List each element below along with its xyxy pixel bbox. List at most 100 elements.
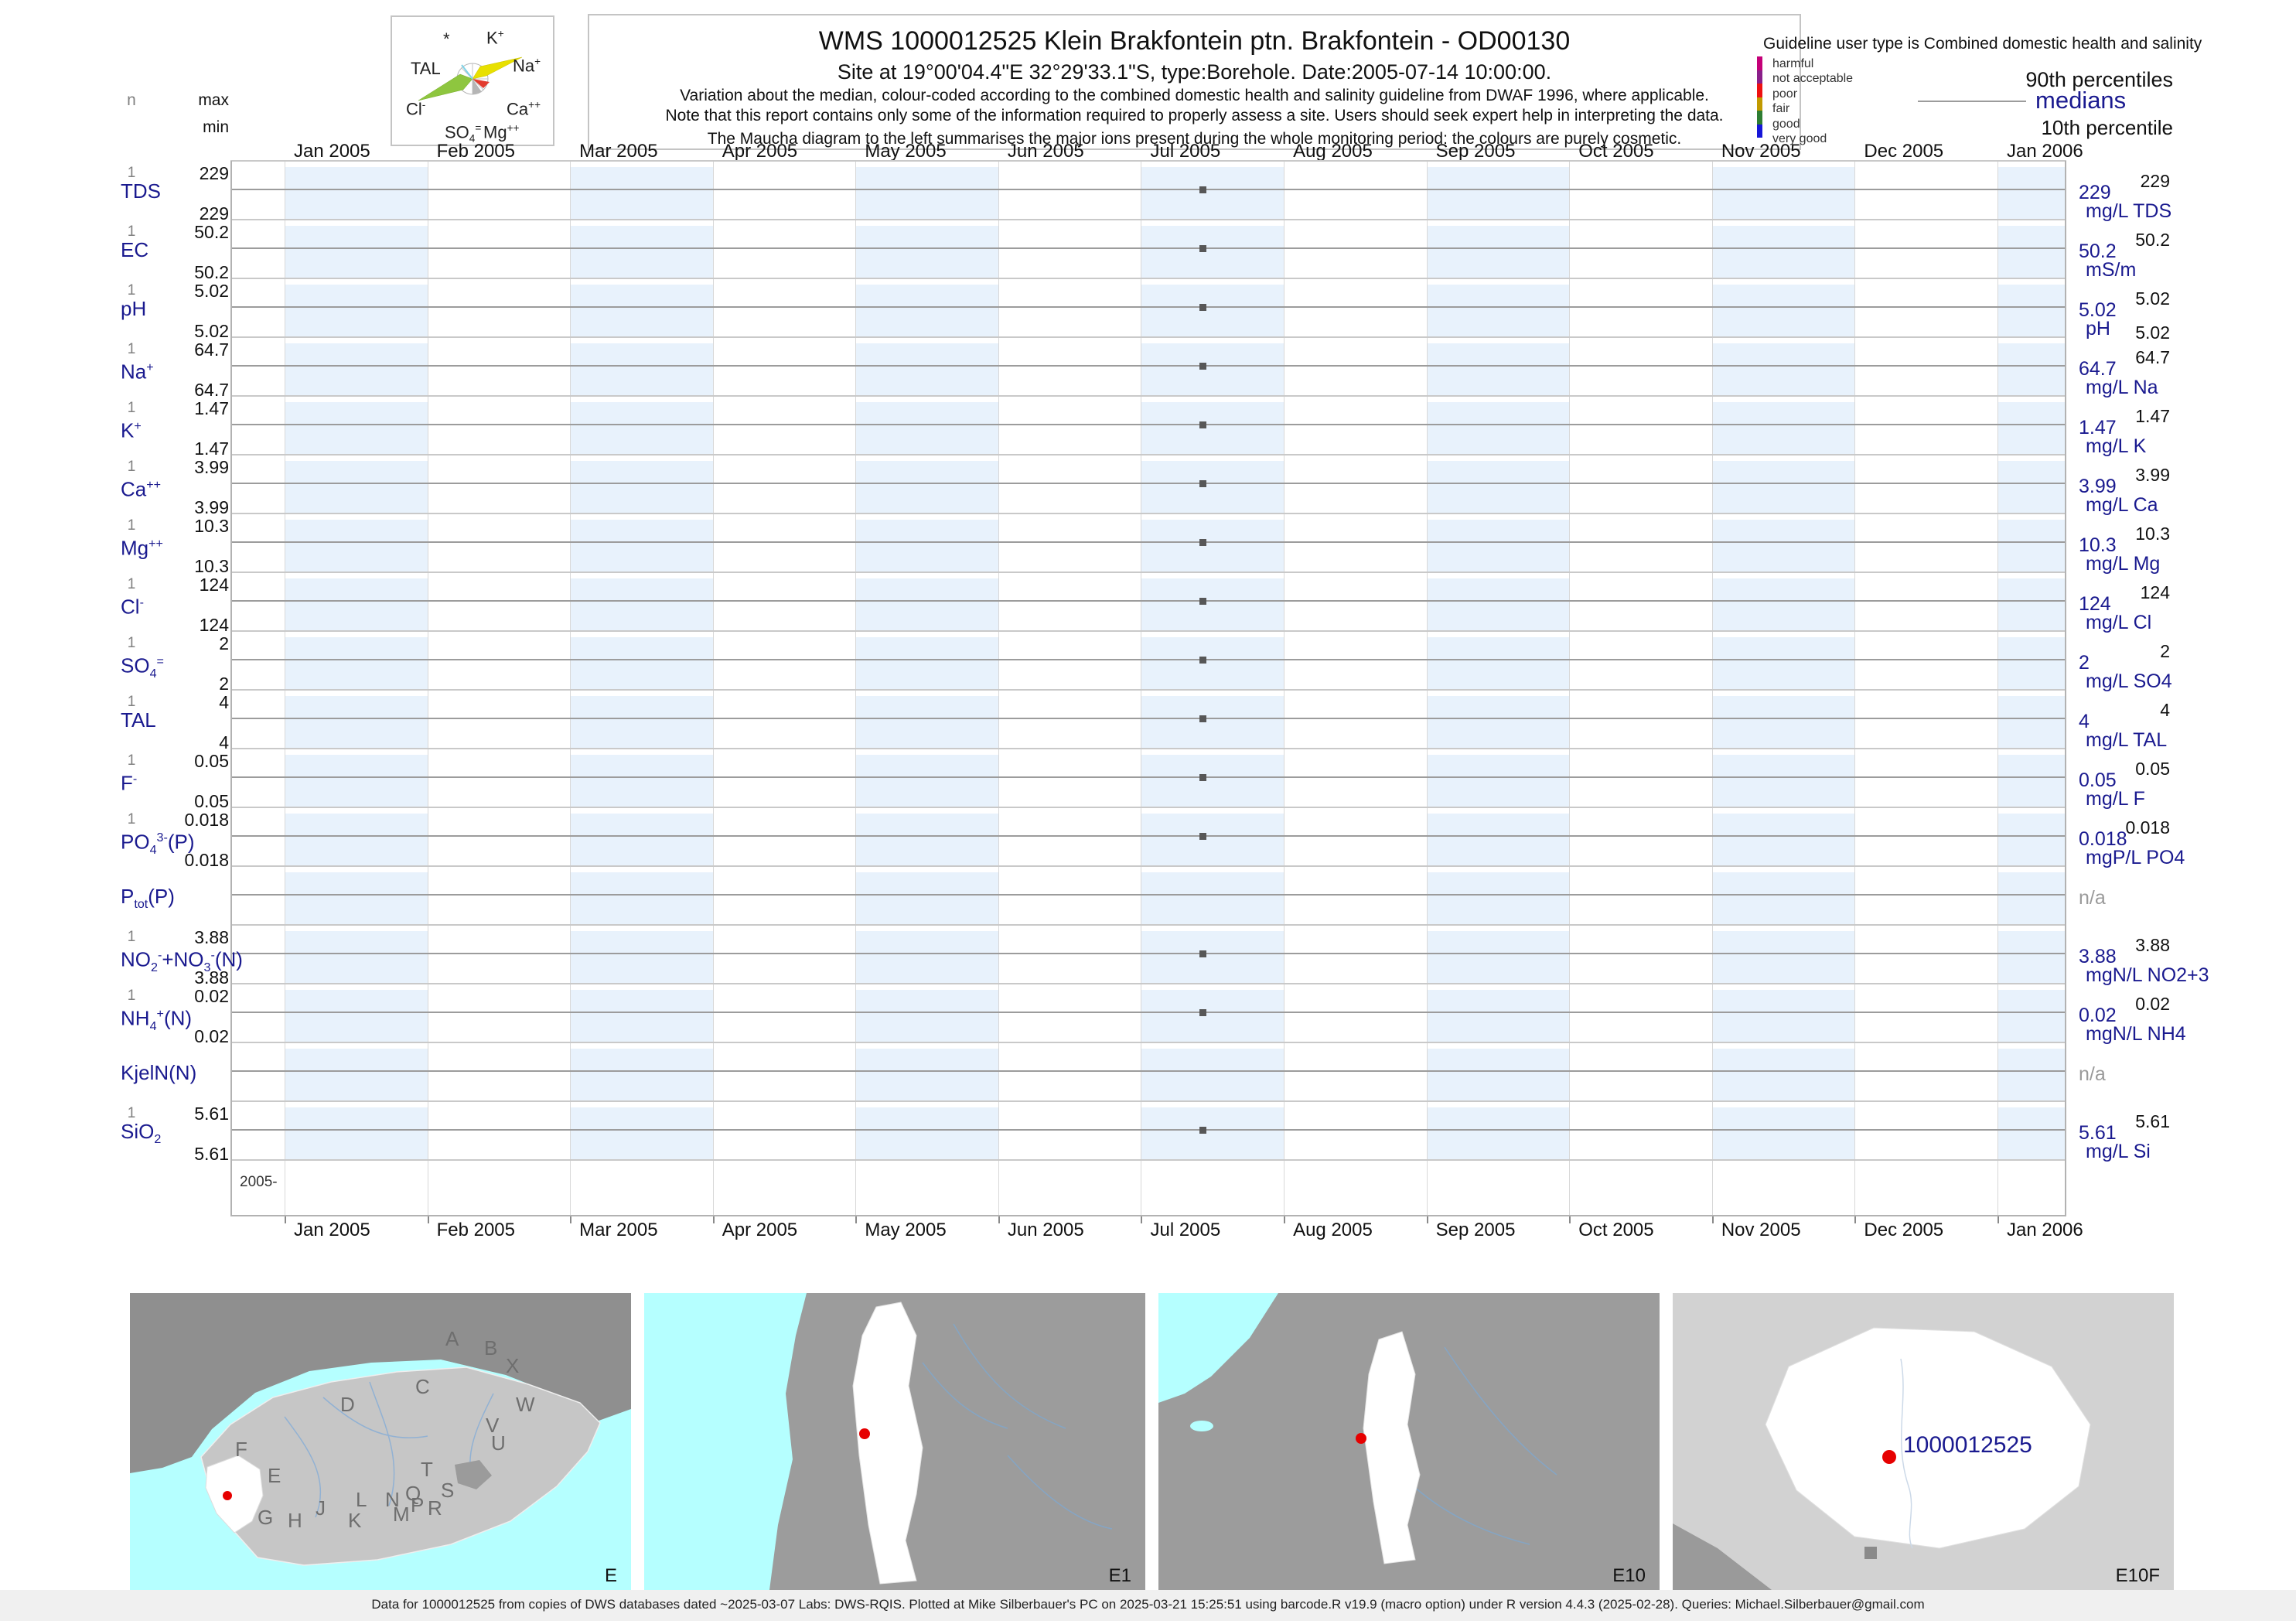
row-min-value: 0.05 [194,791,229,811]
month-label-bottom: Dec 2005 [1864,1220,1944,1240]
row-max-value: 2 [219,633,229,653]
rivers [1413,1346,1557,1545]
month-label-bottom: May 2005 [865,1220,947,1240]
site-subtitle: Site at 19°00'04.4"E 32°29'33.1"S, type:… [837,60,1552,84]
median-gridline [230,1129,2066,1131]
month-label-top: Nov 2005 [1721,141,1801,162]
row-border-line [230,571,2066,573]
row-min-value: 0.018 [184,850,229,870]
row-unit-label: mg/L TAL [2086,729,2168,751]
row-min-value: 5.02 [194,321,229,341]
row-p90-value: 4 [2160,700,2170,720]
shaded-month-band [855,161,998,1160]
row-median-value: 10.3 [2079,534,2117,556]
row-max-value: 229 [199,163,229,183]
median-gridline [230,776,2066,778]
row-n-count: 1 [127,929,136,945]
row-min-value: 124 [199,615,229,635]
rivers [922,1323,1113,1530]
axis-tick [712,1216,715,1223]
median-gridline [230,365,2066,367]
row-p90-value: 10.3 [2135,524,2170,544]
row-median-value: 50.2 [2079,241,2117,262]
month-gridline [1569,161,1571,1216]
report-title: WMS 1000012525 Klein Brakfontein ptn. Br… [818,26,1571,56]
row-unit-label: mg/L K [2086,435,2147,457]
median-gridline [230,953,2066,954]
small-polygon [1864,1547,1877,1559]
sample-dot [1199,950,1206,957]
guideline-class-label: fair [1772,102,1790,116]
parameter-row-label: TDS [121,179,161,203]
row-n-count: 1 [127,1105,136,1121]
row-min-value: 229 [199,203,229,223]
row-median-value: 2 [2079,652,2090,674]
row-na-label: n/a [2079,1063,2106,1085]
axis-tick [1141,1216,1143,1223]
sample-dot [1199,598,1206,605]
axis-tick [855,1216,858,1223]
row-border-line [230,807,2066,808]
month-gridline [1711,161,1713,1216]
map-region-letter: V [486,1414,500,1437]
row-p90-value: 2 [2160,641,2170,661]
map-catchment-e10f [1673,1293,2174,1590]
sample-dot [1199,304,1206,311]
row-unit-label: mgN/L NH4 [2086,1023,2186,1045]
parameter-row-label: Na+ [121,360,154,384]
sample-dot [1199,480,1206,487]
map-region-letter: U [491,1431,506,1455]
median-gridline [230,306,2066,308]
row-n-count: 1 [127,694,136,710]
map-region-letter: R [428,1496,442,1520]
month-label-bottom: Oct 2005 [1578,1220,1654,1240]
row-p10-value: 5.02 [2135,322,2170,343]
row-median-value: 3.99 [2079,476,2117,497]
month-label-top: Feb 2005 [436,141,515,162]
row-min-value: 1.47 [194,438,229,459]
estuary [1190,1421,1213,1431]
row-p90-value: 0.018 [2125,817,2170,838]
row-unit-label: mS/m [2086,259,2137,281]
guideline-class-label: not acceptable [1772,72,1854,86]
axis-tick [427,1216,429,1223]
row-median-value: 0.02 [2079,1005,2117,1026]
p10-legend-label: 10th percentile [2041,116,2173,139]
maucha-ion-label: K+ [486,28,504,48]
row-border-line [230,219,2066,220]
row-max-value: 3.99 [194,457,229,477]
axis-tick [1284,1216,1286,1223]
guideline-class-label: poor [1772,87,1798,101]
row-min-value: 10.3 [194,556,229,576]
row-unit-label: mgN/L NO2+3 [2086,964,2209,986]
map-region-letter: S [441,1479,454,1502]
row-min-value: 3.88 [194,967,229,988]
row-n-count: 1 [127,165,136,181]
row-max-value: 1.47 [194,398,229,418]
row-unit-label: mgP/L PO4 [2086,847,2185,868]
shaded-month-band [570,161,713,1160]
map-region-letter: P [411,1493,424,1517]
maucha-diagram [418,56,523,101]
parameter-row-label: TAL [121,708,156,732]
month-gridline [1854,161,1856,1216]
parameter-row-label: Ptot(P) [121,885,175,912]
maucha-tal-line [461,64,473,80]
row-unit-label: mg/L Cl [2086,612,2152,633]
row-n-count: 1 [127,341,136,357]
axis-tick [1854,1216,1857,1223]
maucha-ion-label: * [443,29,450,49]
guideline-color-3 [1757,97,1762,111]
row-n-count: 1 [127,282,136,299]
row-border-line [230,748,2066,749]
plot-border-bottom [230,1215,2066,1216]
parameter-row-label: PO43-(P) [121,830,195,857]
map-region-letter: E [268,1464,281,1487]
row-unit-label: mg/L F [2086,788,2145,810]
maucha-ca-wedge [473,79,490,88]
month-label-bottom: Apr 2005 [722,1220,798,1240]
site-marker-dot [1356,1433,1366,1444]
axis-tick [570,1216,572,1223]
median-gridline [230,718,2066,719]
sample-dot [1199,363,1206,370]
